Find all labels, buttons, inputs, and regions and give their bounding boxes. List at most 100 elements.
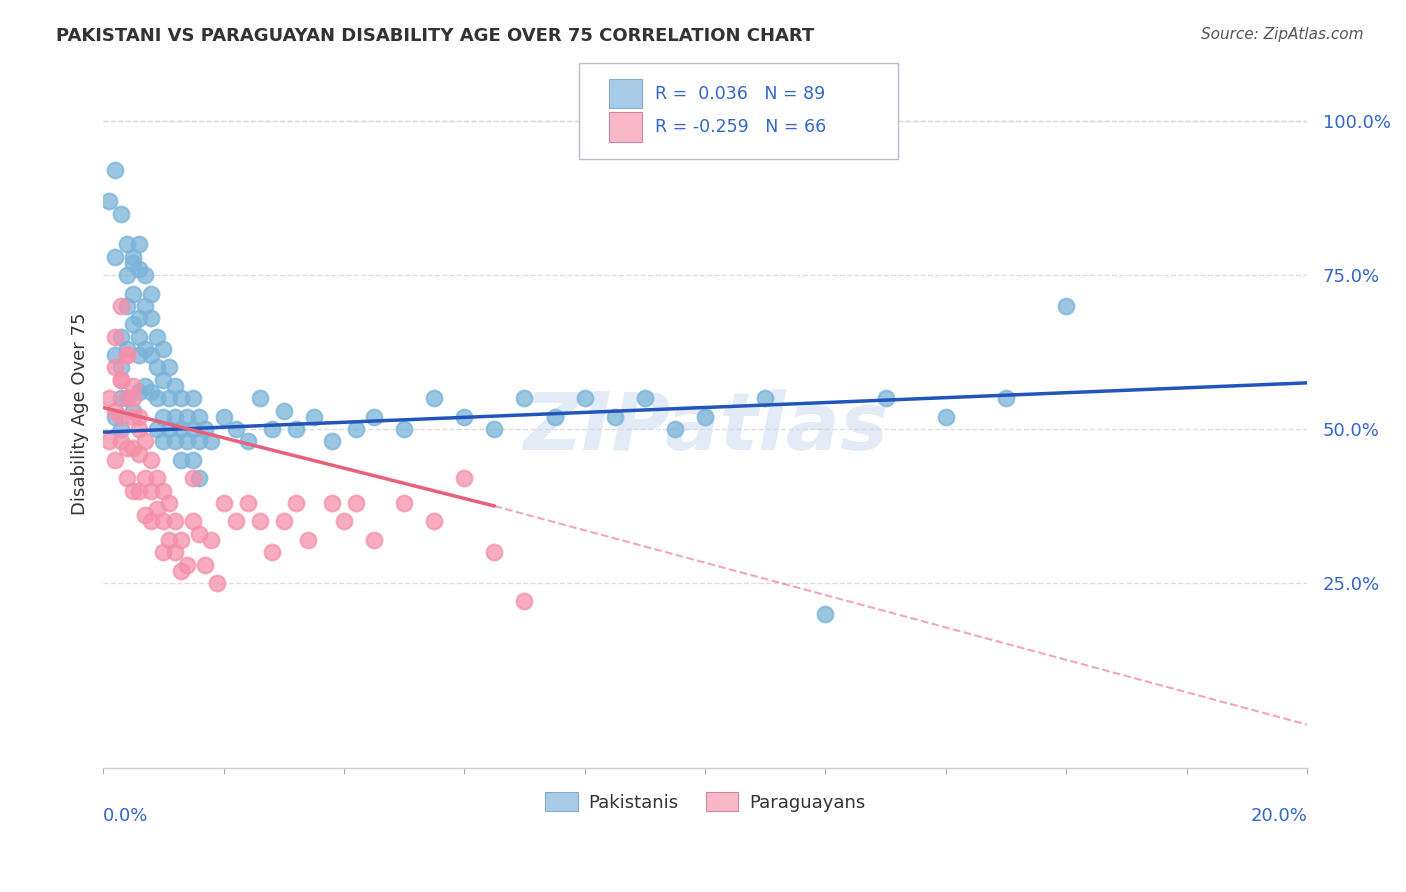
Point: [134, 471, 156, 485]
Point: [513, 594, 536, 608]
Point: [249, 391, 271, 405]
Point: [188, 409, 211, 424]
Point: [152, 515, 174, 529]
Point: [513, 391, 536, 405]
Point: [664, 422, 686, 436]
Point: [165, 409, 187, 424]
Point: [104, 360, 127, 375]
Point: [995, 391, 1018, 405]
Point: [146, 422, 169, 436]
Point: [484, 545, 506, 559]
Point: [165, 379, 187, 393]
Point: [115, 342, 138, 356]
Point: [188, 471, 211, 485]
Point: [212, 409, 235, 424]
Point: [260, 545, 283, 559]
Point: [157, 533, 180, 547]
Point: [236, 496, 259, 510]
FancyBboxPatch shape: [609, 112, 643, 142]
Point: [128, 409, 150, 424]
Point: [122, 391, 145, 405]
Point: [170, 564, 193, 578]
Point: [453, 409, 475, 424]
Point: [344, 496, 367, 510]
Point: [110, 373, 132, 387]
Point: [122, 318, 145, 332]
Point: [104, 403, 127, 417]
Point: [110, 329, 132, 343]
Point: [104, 453, 127, 467]
Point: [935, 409, 957, 424]
Point: [273, 403, 295, 417]
Point: [183, 422, 205, 436]
Point: [157, 422, 180, 436]
Point: [122, 403, 145, 417]
Point: [194, 558, 217, 572]
Point: [183, 453, 205, 467]
FancyBboxPatch shape: [579, 63, 897, 159]
Point: [236, 434, 259, 449]
Point: [115, 391, 138, 405]
Point: [128, 348, 150, 362]
Point: [297, 533, 319, 547]
Point: [260, 422, 283, 436]
Point: [321, 434, 343, 449]
Point: [176, 409, 198, 424]
Point: [146, 360, 169, 375]
Point: [188, 434, 211, 449]
Point: [128, 329, 150, 343]
Point: [141, 311, 163, 326]
Point: [344, 422, 367, 436]
Point: [110, 373, 132, 387]
Point: [249, 515, 271, 529]
Point: [574, 391, 596, 405]
Point: [170, 422, 193, 436]
Text: R = -0.259   N = 66: R = -0.259 N = 66: [655, 118, 825, 136]
Point: [104, 409, 127, 424]
Point: [146, 502, 169, 516]
Point: [170, 453, 193, 467]
Point: [98, 391, 121, 405]
Point: [128, 262, 150, 277]
Point: [176, 434, 198, 449]
Point: [207, 576, 229, 591]
Text: 20.0%: 20.0%: [1250, 806, 1308, 824]
Point: [170, 533, 193, 547]
Point: [152, 545, 174, 559]
Point: [115, 237, 138, 252]
Point: [115, 471, 138, 485]
Point: [194, 422, 217, 436]
Point: [134, 268, 156, 282]
Point: [115, 441, 138, 455]
Point: [284, 496, 307, 510]
Point: [152, 434, 174, 449]
Point: [141, 483, 163, 498]
Point: [104, 348, 127, 362]
Point: [128, 447, 150, 461]
Point: [157, 391, 180, 405]
Point: [115, 299, 138, 313]
Point: [225, 422, 247, 436]
Point: [754, 391, 776, 405]
Point: [146, 471, 169, 485]
Point: [183, 515, 205, 529]
Point: [188, 526, 211, 541]
Point: [110, 409, 132, 424]
Point: [134, 508, 156, 523]
Text: R =  0.036   N = 89: R = 0.036 N = 89: [655, 85, 825, 103]
Point: [98, 194, 121, 209]
Point: [875, 391, 897, 405]
Point: [157, 496, 180, 510]
Point: [333, 515, 356, 529]
Point: [183, 471, 205, 485]
FancyBboxPatch shape: [609, 78, 643, 109]
Point: [122, 286, 145, 301]
Point: [183, 391, 205, 405]
Point: [122, 379, 145, 393]
Point: [225, 515, 247, 529]
Point: [104, 163, 127, 178]
Point: [170, 391, 193, 405]
Point: [200, 434, 222, 449]
Y-axis label: Disability Age Over 75: Disability Age Over 75: [72, 312, 89, 515]
Point: [110, 434, 132, 449]
